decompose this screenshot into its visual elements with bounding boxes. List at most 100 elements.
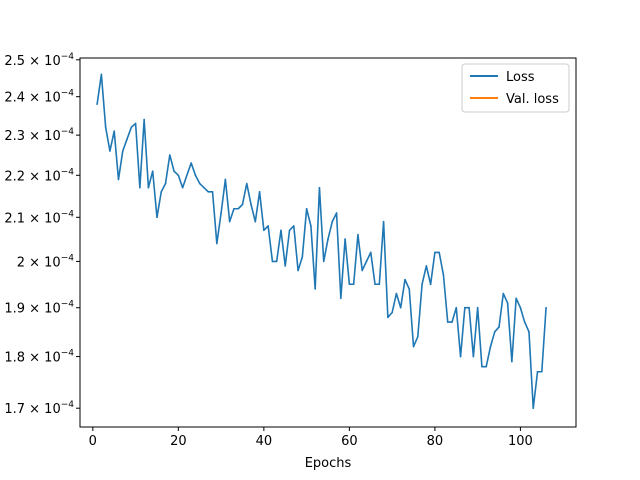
data-point (139, 186, 141, 189)
data-point (344, 238, 346, 240)
data-point (451, 321, 453, 323)
data-point (502, 292, 505, 295)
data-point (173, 170, 175, 172)
data-point (241, 203, 244, 206)
y-axis: 1.7 × 10−4 1.8 × 10−4 1.9 × 10−4 2 × 10−4 2.… (4, 52, 80, 417)
x-axis: 0 20 40 60 80 100 (89, 427, 533, 449)
data-point (399, 306, 402, 309)
data-point (190, 162, 192, 164)
data-point (280, 229, 282, 232)
data-point (194, 174, 197, 177)
data-point (288, 229, 291, 232)
data-point (421, 283, 423, 286)
data-point (100, 73, 103, 76)
data-point (540, 370, 543, 373)
series-line-0 (96, 73, 547, 410)
data-point (523, 321, 526, 323)
data-point (322, 260, 325, 263)
data-point (361, 269, 364, 272)
y-tick-label: 2.5 × 10−4 (4, 52, 74, 69)
data-point (416, 335, 419, 338)
data-point (434, 251, 436, 254)
data-point (429, 283, 432, 286)
data-point (408, 288, 411, 290)
data-point (233, 207, 235, 210)
data-point (464, 306, 466, 309)
data-point (532, 407, 535, 410)
data-point (472, 355, 475, 358)
data-point (476, 306, 479, 309)
data-point (263, 229, 265, 232)
data-point (220, 212, 222, 214)
data-point (357, 233, 359, 236)
data-point (536, 370, 539, 373)
data-point (186, 174, 188, 177)
y-tick-label: 2 × 10−4 (17, 253, 75, 270)
data-point (203, 186, 205, 189)
data-point (348, 283, 351, 286)
data-point (275, 260, 278, 263)
plot-area (96, 73, 547, 410)
x-tick-label: 40 (256, 434, 273, 449)
data-point (297, 269, 299, 272)
data-point (211, 191, 214, 193)
data-point (198, 182, 201, 185)
data-point (391, 311, 393, 314)
data-point (412, 345, 415, 348)
data-point (442, 274, 445, 276)
data-point (335, 212, 338, 214)
data-point (177, 174, 180, 177)
data-point (378, 283, 381, 286)
data-point (545, 306, 547, 309)
data-point (511, 360, 513, 363)
data-point (318, 186, 321, 189)
x-tick-label: 20 (170, 434, 187, 449)
data-point (143, 118, 145, 121)
data-point (301, 256, 304, 258)
data-point (258, 191, 261, 193)
data-point (395, 292, 398, 295)
data-point (207, 191, 210, 193)
y-tick-label: 2.1 × 10−4 (4, 209, 74, 226)
data-point (160, 191, 163, 193)
data-point (387, 316, 389, 319)
data-point (485, 365, 488, 368)
data-point (147, 186, 150, 189)
x-tick-label: 80 (427, 434, 444, 449)
data-point (254, 220, 257, 223)
data-point (109, 150, 111, 152)
data-point (331, 220, 334, 223)
data-point (271, 260, 274, 263)
legend: Loss Val. loss (461, 63, 570, 113)
data-point (515, 297, 517, 300)
data-point (134, 122, 137, 125)
data-point (168, 154, 171, 156)
data-point (156, 216, 158, 219)
data-point (374, 283, 376, 286)
data-point (481, 365, 483, 368)
y-tick-label: 1.7 × 10−4 (4, 400, 74, 417)
x-tick-label: 100 (508, 434, 533, 449)
data-point (250, 203, 252, 206)
data-point (237, 207, 240, 210)
data-point (267, 225, 269, 227)
data-point (425, 265, 428, 267)
data-point (404, 278, 406, 281)
data-point (284, 265, 287, 267)
data-point (228, 220, 231, 223)
data-point (292, 225, 295, 227)
data-point (117, 178, 120, 181)
data-point (181, 186, 184, 189)
y-tick-label: 2.2 × 10−4 (4, 167, 74, 184)
data-point (130, 126, 133, 129)
legend-label: Loss (506, 70, 535, 85)
x-tick-label: 0 (89, 434, 97, 449)
data-point (468, 306, 470, 309)
data-point (340, 297, 342, 300)
data-point (121, 150, 124, 152)
data-point (506, 302, 509, 304)
data-point (455, 306, 458, 309)
data-point (327, 238, 329, 240)
data-point (519, 306, 522, 309)
